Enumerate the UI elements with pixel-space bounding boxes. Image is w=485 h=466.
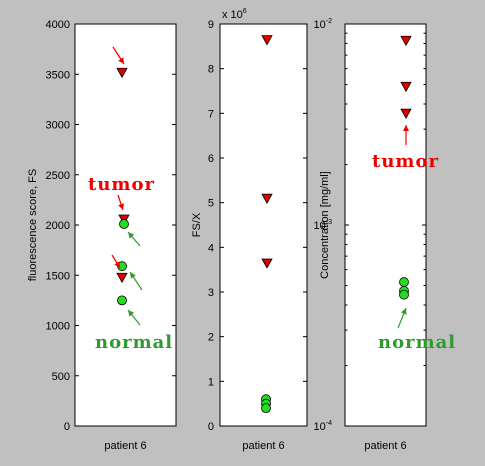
y-tick-label: 1500 [46,270,70,282]
normal-arrow [129,271,143,291]
y-tick-label: 10-4 [314,420,333,433]
tumor-arrow [112,46,125,65]
tumor-marker [261,193,273,205]
y-tick-label: 0 [64,421,70,433]
tumor-arrow [117,194,124,211]
y-tick-label: 1000 [46,321,70,333]
y-tick-label: 4 [208,242,214,254]
y-tick-label: 3500 [46,69,70,81]
normal-marker [261,403,271,414]
normal-marker [399,277,409,287]
y-tick-label: 3000 [46,120,70,132]
normal-arrow [127,309,141,326]
x-tick-label: patient 6 [242,440,284,452]
y-tick-label: 5 [208,198,214,210]
panel-3: 10-4 10-3 10-2 Concentration [mg/ml] patient… [314,18,456,452]
normal-marker [117,295,127,306]
tumor-marker [400,108,412,120]
y-tick-label: 10-2 [314,18,333,31]
tumor-marker [261,35,273,46]
y-axis-label: FS/X [191,212,203,237]
y-tick-label: 2500 [46,170,70,182]
normal-marker [119,219,129,229]
panel-2: 0 1 2 3 4 5 6 7 8 9 x 106 FS/X patient 6 [191,8,308,452]
normal-marker [399,289,409,300]
y-tick-label: 2 [208,332,214,344]
y-tick-label: 4000 [46,19,70,31]
y-axis-label: Concentration [mg/ml] [319,171,331,279]
y-tick-label: 500 [52,371,70,383]
y-tick-label: 2000 [46,220,70,232]
y-tick-label: 1 [208,376,214,388]
tumor-arrow [403,125,409,145]
y-tick-label: 10-3 [314,219,333,232]
y-axis-label: fluorescence score, FS [27,169,39,282]
tumor-arrow [111,254,121,269]
y-tick-label: 8 [208,64,214,76]
tumor-annotation: tumor [88,174,155,195]
normal-annotation: normal [378,332,456,353]
x-tick-label: patient 6 [364,440,406,452]
y-tick-label: 3 [208,287,214,299]
axes-box [344,23,427,427]
panel-1: 0 500 1000 1500 2000 2500 3000 3500 4000 fluoresc… [27,19,177,452]
tumor-marker [116,272,128,284]
y-tick-label: 6 [208,153,214,165]
x-tick-label: patient 6 [104,440,146,452]
tumor-annotation: tumor [372,151,439,172]
axes-box [219,23,308,427]
tumor-marker [400,81,412,93]
normal-arrow [127,231,141,247]
y-tick-label: 7 [208,108,214,120]
exponent-label: x 106 [222,8,247,21]
y-tick-label: 0 [208,421,214,433]
tumor-marker [261,258,273,269]
tumor-marker [116,67,128,79]
normal-annotation: normal [95,332,173,353]
normal-arrow [397,307,407,329]
y-tick-label: 9 [208,19,214,31]
tumor-marker [400,35,412,47]
